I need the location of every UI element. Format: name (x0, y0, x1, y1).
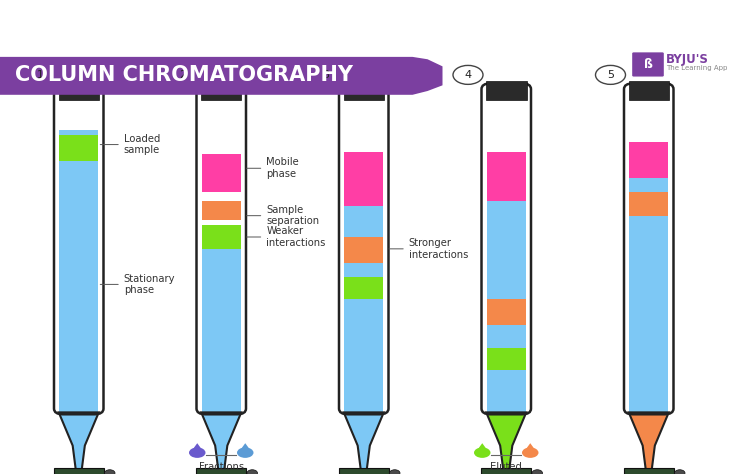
Circle shape (104, 470, 115, 474)
Text: The Learning App: The Learning App (666, 65, 728, 71)
Bar (482, 468, 531, 474)
Polygon shape (478, 443, 487, 449)
Text: Mobile
phase: Mobile phase (247, 157, 299, 179)
Bar (344, 263, 383, 277)
Text: Eluted
molecules: Eluted molecules (481, 462, 532, 474)
Bar (201, 81, 242, 100)
Circle shape (189, 447, 206, 458)
Bar (487, 299, 526, 325)
Text: BYJU'S: BYJU'S (666, 53, 709, 66)
Circle shape (532, 470, 542, 474)
Circle shape (237, 447, 254, 458)
Text: 2: 2 (179, 70, 187, 80)
Circle shape (474, 447, 490, 458)
Text: Weaker
interactions: Weaker interactions (247, 226, 326, 248)
FancyBboxPatch shape (632, 52, 664, 77)
Polygon shape (486, 412, 526, 469)
Text: Stronger
interactions: Stronger interactions (389, 238, 468, 260)
Bar (629, 178, 668, 192)
Polygon shape (201, 412, 242, 469)
Bar (59, 161, 98, 412)
Circle shape (389, 470, 400, 474)
Bar (59, 130, 98, 135)
Bar (59, 135, 98, 161)
Bar (344, 299, 383, 412)
Polygon shape (0, 57, 442, 95)
Text: 3: 3 (322, 70, 329, 80)
Bar (487, 370, 526, 412)
Bar (344, 277, 383, 299)
Polygon shape (344, 412, 384, 469)
Circle shape (247, 470, 257, 474)
Circle shape (596, 65, 626, 84)
Circle shape (168, 65, 198, 84)
Text: ß: ß (644, 58, 652, 71)
Bar (54, 468, 104, 474)
Bar (339, 468, 388, 474)
Circle shape (453, 65, 483, 84)
Text: Fractions
collection: Fractions collection (197, 462, 245, 474)
Bar (344, 206, 383, 237)
Bar (624, 468, 674, 474)
Bar (58, 81, 99, 100)
Polygon shape (628, 412, 669, 469)
Bar (629, 216, 668, 412)
Bar (487, 201, 526, 299)
Bar (487, 325, 526, 348)
Bar (629, 142, 668, 178)
Circle shape (26, 65, 56, 84)
Bar (202, 154, 241, 192)
Circle shape (674, 470, 685, 474)
Bar (202, 225, 241, 249)
Polygon shape (193, 443, 202, 449)
Text: 5: 5 (607, 70, 614, 80)
Bar (196, 468, 246, 474)
Bar (202, 201, 241, 220)
Polygon shape (526, 443, 535, 449)
Bar (486, 81, 526, 100)
Bar (487, 152, 526, 201)
Text: COLUMN CHROMATOGRAPHY: COLUMN CHROMATOGRAPHY (15, 65, 353, 85)
Text: 4: 4 (464, 70, 472, 80)
Circle shape (522, 447, 538, 458)
Bar (344, 237, 383, 263)
Bar (629, 192, 668, 216)
Bar (344, 81, 384, 100)
Text: 1: 1 (37, 70, 44, 80)
Polygon shape (241, 443, 250, 449)
Bar (344, 152, 383, 206)
Polygon shape (58, 412, 99, 469)
Bar (487, 348, 526, 370)
Text: Stationary
phase: Stationary phase (100, 273, 176, 295)
Bar (628, 81, 669, 100)
Text: Loaded
sample: Loaded sample (100, 134, 160, 155)
Text: Sample
separation: Sample separation (247, 205, 320, 227)
Bar (202, 249, 241, 412)
Circle shape (310, 65, 340, 84)
